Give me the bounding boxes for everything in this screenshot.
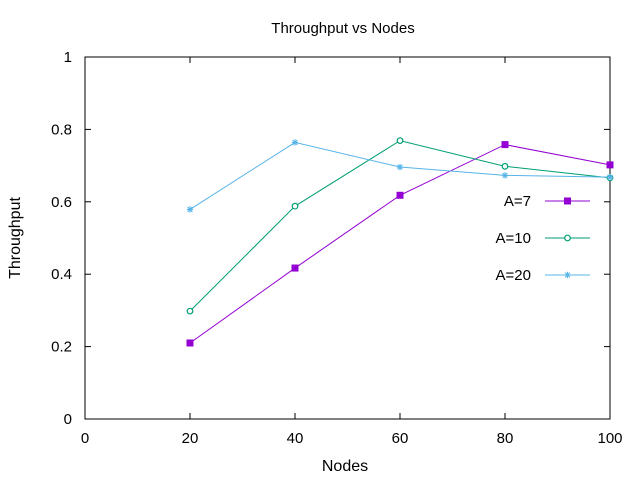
data-point [186,339,194,347]
series-3 [186,139,614,213]
data-point [606,161,614,169]
data-point [396,163,404,171]
data-point [186,307,194,315]
data-point [291,264,299,272]
y-tick-label: 0.8 [51,121,72,138]
data-point [396,137,404,145]
legend-item: A=10 [496,230,590,247]
plot-frame [84,56,611,420]
x-tick-label: 20 [182,430,199,447]
y-tick-label: 0.2 [51,339,72,356]
data-point [606,173,614,181]
legend-item: A=20 [496,267,590,284]
series-line [189,144,611,344]
data-point [291,202,299,210]
x-tick-label: 0 [81,430,89,447]
chart-title: Throughput vs Nodes [271,20,414,37]
x-tick-label: 40 [287,430,304,447]
legend-marker [564,234,571,242]
legend: A=7 A=10 A=20 [496,193,590,284]
axis-ticks: 0 20 40 60 80 100 0 0.2 0.4 0.6 0.8 1 [51,49,622,447]
data-point [291,139,299,146]
y-tick-label: 1 [64,49,72,66]
data-point [501,162,509,170]
legend-marker [564,271,571,279]
legend-label: A=20 [496,267,531,284]
y-tick-label: 0.6 [51,194,72,211]
y-axis-title: Throughput [7,197,24,279]
data-point [186,206,194,213]
legend-label: A=7 [504,193,531,210]
legend-marker [564,197,571,205]
data-point [396,191,404,199]
data-point [501,141,509,149]
series-1 [186,141,614,347]
y-tick-label: 0 [64,411,72,428]
x-tick-label: 80 [497,430,514,447]
y-tick-label: 0.4 [51,266,72,283]
x-tick-label: 100 [597,430,622,447]
legend-label: A=10 [496,230,531,247]
x-tick-label: 60 [392,430,409,447]
series-layer [186,137,614,347]
legend-item: A=7 [504,193,590,210]
data-point [501,172,509,179]
x-axis-title: Nodes [322,458,368,475]
